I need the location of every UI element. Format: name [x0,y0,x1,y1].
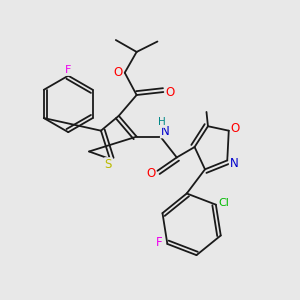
Text: O: O [231,122,240,135]
Text: H: H [158,117,166,128]
Text: S: S [105,158,112,171]
Text: F: F [156,236,162,249]
Text: Cl: Cl [219,198,230,208]
Text: O: O [146,167,155,180]
Text: F: F [65,65,71,75]
Text: N: N [230,157,238,170]
Text: N: N [160,125,169,138]
Text: O: O [114,66,123,79]
Text: O: O [165,85,175,98]
